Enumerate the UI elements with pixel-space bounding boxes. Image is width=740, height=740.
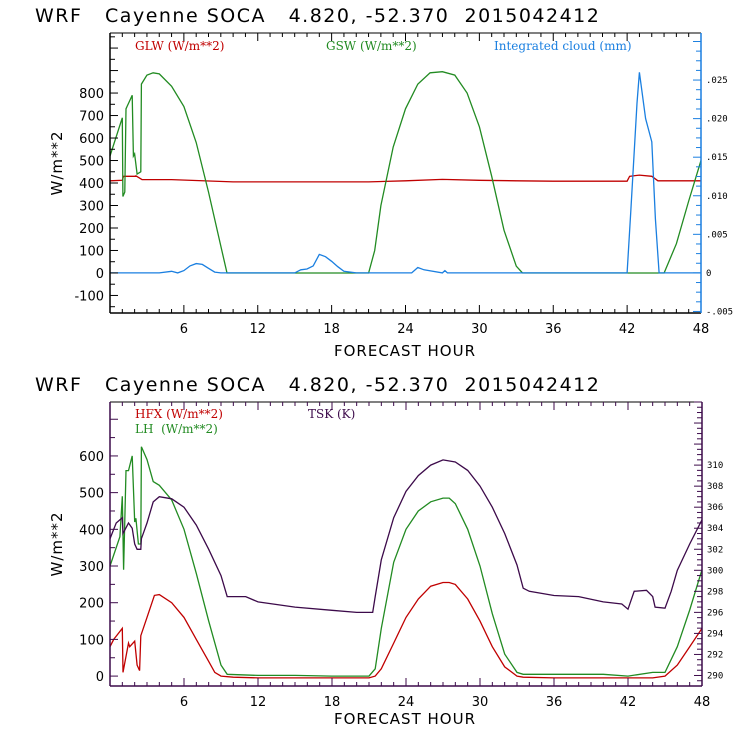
legend-lh: LH (W/m**2) — [135, 422, 218, 436]
x-tick-label: 18 — [323, 322, 340, 337]
y2-tick-label: 304 — [707, 524, 723, 534]
y-tick-label: 400 — [79, 177, 104, 192]
series-line-tsk — [109, 459, 703, 614]
x-tick-label: 42 — [619, 322, 636, 337]
y-tick-label: 500 — [79, 487, 104, 502]
legend-glw: GLW (W/m**2) — [135, 39, 224, 53]
series-group — [109, 71, 702, 274]
y-tick-label: 500 — [79, 155, 104, 170]
y-tick-label: 800 — [79, 87, 104, 102]
x-axis-label: FORECAST HOUR — [334, 342, 476, 360]
series-line-hfx — [109, 581, 703, 679]
y2-tick-label: 290 — [707, 671, 723, 681]
y2-tick-label: 308 — [707, 482, 723, 492]
y2-tick-label: -.005 — [706, 307, 733, 317]
axes: 6 12 18 24 30 36 42 48 0 100 200 300 400 500 600 290 292… — [79, 401, 723, 710]
y-tick-label: 100 — [79, 633, 104, 648]
series-line-lh — [109, 446, 703, 677]
x-tick-label: 48 — [694, 695, 711, 710]
legend-integrated-cloud: Integrated cloud (mm) — [494, 39, 632, 53]
y2-tick-label: .010 — [706, 192, 728, 202]
y-tick-label: 200 — [79, 222, 104, 237]
y-tick-label: 100 — [79, 244, 104, 259]
y2-tick-label: 302 — [707, 545, 723, 555]
y-tick-label: 700 — [79, 110, 104, 125]
y-tick-label: 300 — [79, 560, 104, 575]
series-line-gsw — [109, 71, 702, 274]
chart-title: WRF Cayenne SOCA 4.820, -52.370 20150424… — [35, 5, 600, 27]
series-line-glw — [109, 174, 701, 183]
x-tick-label: 18 — [324, 695, 341, 710]
legend: HFX (W/m**2) LH (W/m**2) TSK (K) — [135, 407, 355, 436]
x-tick-label: 12 — [250, 695, 267, 710]
chart-title: WRF Cayenne SOCA 4.820, -52.370 20150424… — [35, 374, 600, 396]
y2-tick-label: .020 — [706, 115, 728, 125]
axes: 6 12 18 24 30 36 42 48 -100 0 100 200 300 400 500 600 70… — [74, 32, 733, 337]
radiation-chart: WRF Cayenne SOCA 4.820, -52.370 20150424… — [35, 5, 733, 360]
y2-tick-label: .015 — [706, 153, 728, 163]
y-tick-label: 600 — [79, 450, 104, 465]
y2-tick-label: 300 — [707, 566, 723, 576]
y2-tick-label: 292 — [707, 650, 723, 660]
x-tick-label: 30 — [472, 695, 489, 710]
y-axis-label: W/m**2 — [48, 130, 66, 195]
y-tick-label: 300 — [79, 199, 104, 214]
legend: GLW (W/m**2) GSW (W/m**2) Integrated clo… — [135, 39, 632, 53]
y2-tick-label: 296 — [707, 608, 723, 618]
y-tick-label: 600 — [79, 132, 104, 147]
y2-tick-label: .005 — [706, 230, 728, 240]
x-axis-label: FORECAST HOUR — [334, 710, 476, 728]
y-tick-label: 0 — [96, 670, 104, 685]
y-tick-label: -100 — [74, 289, 104, 304]
x-tick-label: 48 — [693, 322, 710, 337]
y2-tick-label: 294 — [707, 629, 723, 639]
x-tick-label: 6 — [180, 695, 188, 710]
y2-tick-label: 0 — [706, 269, 711, 279]
y-tick-label: 400 — [79, 523, 104, 538]
y2-tick-label: 298 — [707, 587, 723, 597]
x-tick-label: 24 — [397, 322, 414, 337]
x-tick-label: 36 — [545, 322, 562, 337]
x-tick-label: 30 — [471, 322, 488, 337]
x-tick-label: 6 — [180, 322, 188, 337]
legend-tsk: TSK (K) — [308, 407, 355, 421]
x-tick-label: 24 — [398, 695, 415, 710]
y-tick-label: 200 — [79, 597, 104, 612]
x-tick-label: 12 — [249, 322, 266, 337]
x-tick-label: 36 — [546, 695, 563, 710]
series-line-integrated — [110, 72, 701, 274]
series-group — [109, 446, 703, 679]
legend-hfx: HFX (W/m**2) — [135, 407, 223, 421]
y2-tick-label: 306 — [707, 503, 723, 513]
y-tick-label: 0 — [96, 267, 104, 282]
y-axis-label: W/m**2 — [48, 511, 66, 576]
x-tick-label: 42 — [620, 695, 637, 710]
surface-flux-chart: WRF Cayenne SOCA 4.820, -52.370 20150424… — [35, 374, 723, 728]
legend-gsw: GSW (W/m**2) — [326, 39, 417, 53]
y2-tick-label: 310 — [707, 461, 723, 471]
y2-tick-label: .025 — [706, 76, 728, 86]
